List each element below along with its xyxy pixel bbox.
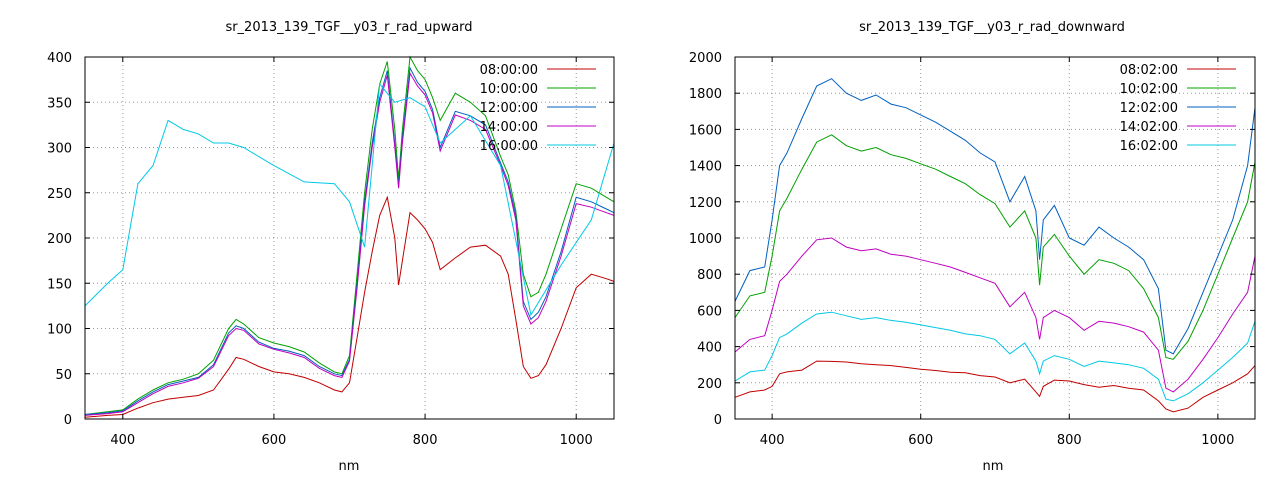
- x-axis-label: nm: [339, 459, 360, 474]
- series-line-08-00-00: [84, 195, 615, 418]
- x-tick-label: 400: [110, 433, 135, 448]
- y-tick-label: 0: [714, 413, 722, 428]
- y-tick-label: 200: [697, 377, 722, 392]
- y-tick-label: 400: [47, 51, 72, 66]
- chart-title: sr_2013_139_TGF__y03_r_rad_upward: [225, 20, 472, 35]
- legend-label: 08:02:00: [1120, 63, 1178, 78]
- y-tick-label: 600: [697, 304, 722, 319]
- legend-label: 14:02:00: [1120, 120, 1178, 135]
- upward-radiance-chart: sr_2013_139_TGF__y03_r_rad_upward nm 400…: [47, 20, 615, 474]
- series-line-12-02-00: [734, 78, 1256, 355]
- legend-label: 08:00:00: [480, 63, 538, 78]
- series-line-16-02-00: [734, 311, 1256, 402]
- x-tick-label: 600: [262, 433, 287, 448]
- legend-label: 14:00:00: [480, 120, 538, 135]
- y-tick-label: 2000: [689, 51, 722, 66]
- legend-label: 12:00:00: [480, 101, 538, 116]
- legend-label: 10:02:00: [1120, 82, 1178, 97]
- y-tick-label: 50: [55, 368, 72, 383]
- y-tick-label: 200: [47, 232, 72, 247]
- y-tick-label: 300: [47, 142, 72, 157]
- y-tick-label: 150: [47, 277, 72, 292]
- x-tick-label: 1000: [1201, 433, 1234, 448]
- x-tick-label: 800: [413, 433, 438, 448]
- legend-label: 10:00:00: [480, 82, 538, 97]
- x-axis-label: nm: [983, 459, 1004, 474]
- y-tick-label: 1200: [689, 196, 722, 211]
- x-tick-label: 800: [1057, 433, 1082, 448]
- x-tick-label: 600: [908, 433, 933, 448]
- series-line-08-02-00: [734, 360, 1256, 413]
- y-tick-label: 800: [697, 268, 722, 283]
- y-tick-label: 350: [47, 96, 72, 111]
- series-line-10-00-00: [84, 55, 615, 415]
- y-tick-label: 250: [47, 187, 72, 202]
- y-tick-label: 0: [64, 413, 72, 428]
- y-tick-label: 1800: [689, 87, 722, 102]
- y-tick-label: 1000: [689, 232, 722, 247]
- downward-radiance-chart: sr_2013_139_TGF__y03_r_rad_downward nm 4…: [689, 20, 1256, 474]
- legend-label: 16:02:00: [1120, 139, 1178, 154]
- y-tick-label: 1400: [689, 160, 722, 175]
- legend-label: 16:00:00: [480, 139, 538, 154]
- series-line-16-00-00: [84, 82, 615, 317]
- x-tick-label: 400: [760, 433, 785, 448]
- y-tick-label: 400: [697, 341, 722, 356]
- series-line-12-00-00: [84, 66, 615, 415]
- y-tick-label: 100: [47, 323, 72, 338]
- chart-title: sr_2013_139_TGF__y03_r_rad_downward: [859, 20, 1125, 35]
- y-tick-label: 1600: [689, 123, 722, 138]
- series-line-14-02-00: [734, 237, 1256, 393]
- legend-label: 12:02:00: [1120, 101, 1178, 116]
- series-line-10-02-00: [734, 134, 1256, 360]
- x-tick-label: 1000: [560, 433, 593, 448]
